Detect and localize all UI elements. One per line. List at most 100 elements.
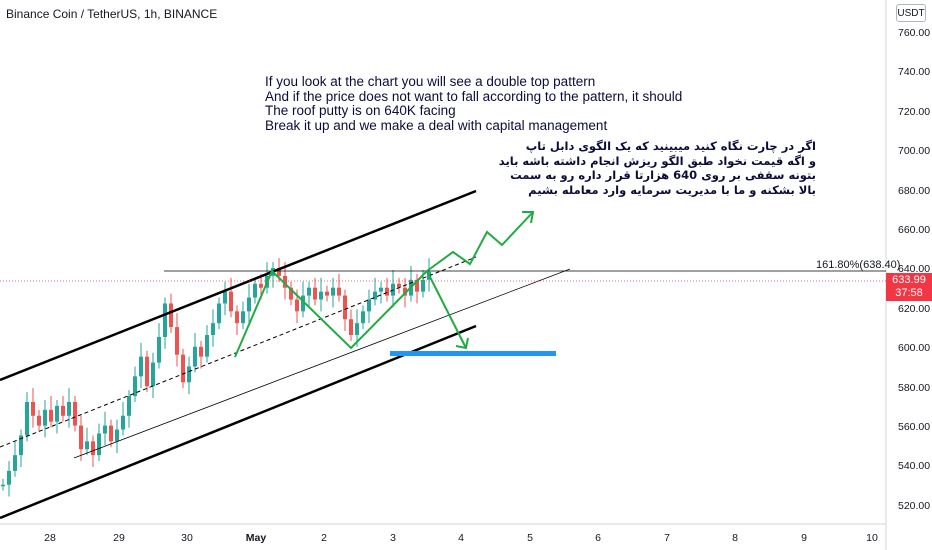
channel-upper-line[interactable] xyxy=(0,189,477,382)
candle-up xyxy=(133,376,137,397)
current-price-value: 633.99 xyxy=(892,274,926,286)
candle-up xyxy=(217,303,221,324)
candle-up xyxy=(163,303,167,337)
persian-note-line: و اگه قیمت نخواد طبق الگو ریزش انجام داش… xyxy=(498,153,816,168)
price-tick-label: 640.00 xyxy=(898,263,930,275)
candle-down xyxy=(385,287,389,296)
candle-down xyxy=(61,405,65,416)
double-top-path[interactable] xyxy=(234,269,467,358)
channel-lower-line[interactable] xyxy=(0,324,477,520)
candle-up xyxy=(205,334,209,357)
support-zone[interactable] xyxy=(390,351,556,356)
candle-up xyxy=(373,291,377,300)
price-tick-label: 580.00 xyxy=(898,382,930,394)
time-scale[interactable]: 28 29 30 May 2 3 4 5 6 7 8 9 10 xyxy=(44,532,878,544)
candle-up xyxy=(13,455,17,471)
price-tick-label: 740.00 xyxy=(898,66,930,78)
candle-up xyxy=(193,346,197,367)
candle-up xyxy=(211,323,215,335)
candle-up xyxy=(25,401,29,436)
candle-down xyxy=(49,409,53,422)
candle-down xyxy=(415,279,419,292)
candle-down xyxy=(235,311,239,324)
price-tick-label: 680.00 xyxy=(898,185,930,197)
candle-down xyxy=(229,291,233,312)
english-note-line: If you look at the chart you will see a … xyxy=(265,74,596,89)
candle-up xyxy=(241,311,245,324)
price-tick-label: 560.00 xyxy=(898,421,930,433)
fib-extension-label: 161.80%(638.40) xyxy=(816,259,901,271)
candle-up xyxy=(121,415,125,430)
time-tick-label: May xyxy=(246,532,267,544)
candle-down xyxy=(325,291,329,296)
time-tick-label: 9 xyxy=(801,532,807,544)
candle-down xyxy=(181,354,185,383)
persian-note-line: بالا بشکنه و ما با مدیریت سرمایه وارد مع… xyxy=(528,182,816,197)
price-tick-label: 540.00 xyxy=(898,460,930,472)
currency-scale-button[interactable]: USDT xyxy=(896,4,926,22)
candle-down xyxy=(349,319,353,335)
trend-line[interactable] xyxy=(73,268,571,459)
candle-down xyxy=(283,275,287,288)
candle-down xyxy=(109,425,113,442)
candle-up xyxy=(139,356,143,377)
candle-up xyxy=(55,405,59,422)
persian-note[interactable]: اگر در چارت نگاه کنید میبینید که یک الگو… xyxy=(498,139,816,197)
candle-up xyxy=(127,396,131,416)
candle-up xyxy=(97,433,101,456)
candle-down xyxy=(31,401,35,416)
current-price-tag: 633.99 37:58 xyxy=(886,273,932,301)
english-note-line: Break it up and we make a deal with capi… xyxy=(265,117,608,133)
english-note-line: And if the price does not want to fall a… xyxy=(265,88,683,104)
candle-down xyxy=(169,303,173,328)
candle-up xyxy=(19,435,23,456)
price-tick-label: 660.00 xyxy=(898,224,930,236)
candle-up xyxy=(7,470,11,485)
candle-down xyxy=(73,401,77,426)
candle-down xyxy=(289,287,293,300)
candlestick-series xyxy=(1,258,431,497)
candle-up xyxy=(43,409,47,426)
candle-up xyxy=(223,291,227,304)
candle-up xyxy=(151,362,155,387)
time-tick-label: 2 xyxy=(321,532,327,544)
price-tick-label: 760.00 xyxy=(898,27,930,39)
price-scale[interactable]: 760.00 740.00 720.00 700.00 680.00 660.00 640.… xyxy=(898,27,930,512)
time-tick-label: 5 xyxy=(527,532,533,544)
english-note-line: The roof putty is on 640K facing xyxy=(265,103,456,118)
candle-up xyxy=(307,287,311,296)
candle-down xyxy=(79,425,83,450)
candle-up xyxy=(331,287,335,296)
channel-mid-dashed-line[interactable] xyxy=(0,256,477,448)
candle-up xyxy=(247,297,251,312)
price-tick-label: 520.00 xyxy=(898,500,930,512)
price-tick-label: 600.00 xyxy=(898,342,930,354)
price-tick-label: 700.00 xyxy=(898,145,930,157)
candle-up xyxy=(379,287,383,292)
bullish-projection-path[interactable] xyxy=(426,211,534,272)
price-tick-label: 720.00 xyxy=(898,106,930,118)
arrow-down-head xyxy=(455,337,469,350)
symbol-title[interactable]: Binance Coin / TetherUS, 1h, BINANCE xyxy=(6,7,218,21)
price-tick-label: 620.00 xyxy=(898,303,930,315)
candle-down xyxy=(175,327,179,355)
candle-up xyxy=(85,441,89,450)
english-note[interactable]: If you look at the chart you will see a … xyxy=(265,74,683,133)
time-tick-label: 6 xyxy=(595,532,601,544)
time-tick-label: 30 xyxy=(181,532,193,544)
candle-down xyxy=(295,299,299,312)
candle-up xyxy=(187,366,191,383)
candle-down xyxy=(199,346,203,357)
candle-up xyxy=(253,283,257,298)
candle-up xyxy=(361,311,365,324)
candle-down xyxy=(91,441,95,456)
time-tick-label: 8 xyxy=(732,532,738,544)
bar-countdown: 37:58 xyxy=(895,287,923,299)
time-tick-label: 3 xyxy=(390,532,396,544)
candle-down xyxy=(397,283,401,288)
candle-down xyxy=(259,283,263,288)
candle-up xyxy=(319,291,323,300)
candle-down xyxy=(337,287,341,296)
time-tick-label: 28 xyxy=(44,532,56,544)
